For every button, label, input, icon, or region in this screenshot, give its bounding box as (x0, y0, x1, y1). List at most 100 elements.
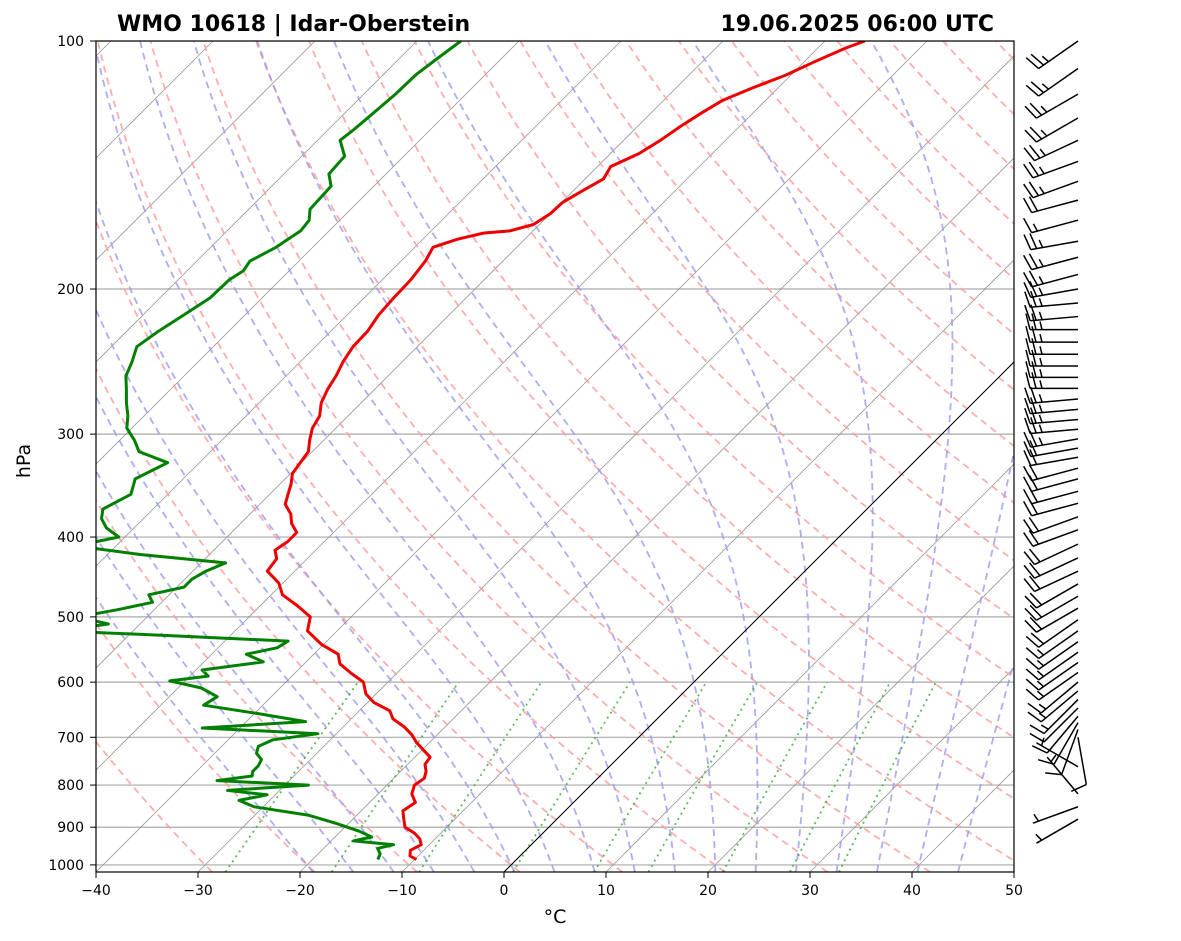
wind-barb-feather (1023, 450, 1032, 466)
wind-barb (1027, 681, 1079, 714)
wind-barb (1036, 737, 1079, 768)
wind-barb-feather (1029, 280, 1038, 297)
wind-barb (1035, 818, 1079, 844)
dry-adiabat-line (995, 41, 1014, 62)
wind-barb-feather (1029, 616, 1043, 630)
wind-barb-feather (1023, 163, 1034, 179)
dry-adiabat-line (783, 41, 1014, 280)
wind-barb-shaft (1030, 288, 1079, 299)
wind-barb-feather (1028, 253, 1039, 269)
wind-barb-feather (1025, 84, 1040, 97)
wind-barb-feather (1024, 619, 1037, 633)
moist-adiabat-line (256, 41, 676, 872)
wind-barb (1025, 671, 1079, 701)
wind-barb (1037, 722, 1079, 765)
wind-barb-half-feather (1040, 105, 1048, 113)
wind-barb (1022, 217, 1079, 234)
wind-barb-shaft (1038, 40, 1079, 70)
wind-barb-feather (1030, 632, 1045, 645)
moist-adiabat-line (333, 41, 717, 872)
wind-barb-feather (1025, 349, 1031, 367)
wind-barb-shaft (1036, 117, 1079, 143)
wind-barb-shaft (1031, 478, 1079, 493)
dry-adiabat-line (730, 41, 1014, 336)
dry-adiabat-line (466, 41, 1014, 620)
wind-barb-shaft (1036, 93, 1079, 119)
wind-barb-feather (1022, 254, 1033, 271)
wind-barb (1022, 253, 1079, 271)
wind-barb (1046, 754, 1079, 795)
wind-barb-shaft (1038, 630, 1079, 660)
wind-barb-feather (1029, 440, 1038, 456)
wind-barb-feather (1030, 304, 1037, 321)
wind-barb-feather (1028, 270, 1039, 286)
wind-barb (1025, 313, 1078, 331)
wind-barb-feather (1022, 217, 1033, 233)
wind-barb (1022, 196, 1079, 214)
wind-barb (1024, 117, 1079, 143)
wind-barb (1025, 372, 1078, 390)
wind-barb-feather (1031, 349, 1037, 367)
wind-barb (1024, 290, 1079, 308)
wind-barb-half-feather (1040, 724, 1049, 730)
wind-barb-shaft (1034, 570, 1079, 593)
isotherm-line (605, 463, 1014, 872)
wind-barb-shaft (1031, 199, 1079, 214)
wind-barb-feather (1029, 233, 1038, 249)
wind-barb (1031, 715, 1079, 754)
wind-barb (1029, 699, 1079, 735)
wind-barb (1023, 570, 1079, 593)
wind-barb-shaft (1036, 595, 1079, 621)
moist-adiabat-line (870, 41, 954, 872)
y-tick-label: 600 (57, 675, 84, 691)
x-tick-label: 0 (500, 883, 509, 899)
wind-barb-feather (1028, 181, 1040, 197)
wind-barb-shaft (1032, 180, 1079, 199)
wind-barb-shaft (1038, 641, 1079, 670)
wind-barb-feather (1029, 724, 1045, 735)
wind-barb-feather (1037, 758, 1055, 765)
mixing-ratio-line (593, 681, 708, 872)
wind-barb-feather (1025, 635, 1040, 648)
wind-barb-feather (1029, 732, 1045, 743)
wind-barb-half-feather (1036, 680, 1045, 688)
moist-adiabat-line (692, 41, 874, 872)
isotherm-line (96, 41, 418, 363)
wind-barb (1023, 529, 1079, 547)
wind-barb-half-feather (1038, 424, 1043, 433)
y-axis: 100 200 300 400 500 600 700 800 900 1000 (48, 34, 96, 874)
y-tick-label: 100 (57, 34, 84, 50)
wind-barb-feather (1030, 386, 1037, 403)
wind-barb-feather (1028, 196, 1039, 212)
wind-barb-shaft (1030, 302, 1079, 308)
wind-barb (1023, 557, 1079, 579)
mixing-ratio-line (418, 681, 543, 872)
y-tick-label: 1000 (48, 858, 84, 874)
x-axis: −40 −30 −20 −10 0 10 20 30 40 50 (81, 872, 1023, 899)
wind-barb-feather (1029, 430, 1038, 447)
wind-barb-shaft (1030, 315, 1079, 322)
wind-barb-feather (1030, 397, 1037, 414)
wind-barb-half-feather (1038, 712, 1047, 719)
dry-adiabat-line (1102, 41, 1181, 872)
wind-barb-feather (1024, 417, 1031, 434)
wind-barb-feather (1025, 688, 1040, 701)
wind-barb-shaft (1032, 516, 1079, 534)
wind-barb-feather (1030, 407, 1037, 424)
wind-barb (1024, 304, 1079, 322)
wind-barb (1025, 651, 1079, 681)
wind-barb-feather (1023, 551, 1036, 565)
wind-barb-feather (1023, 431, 1032, 448)
wind-barb-shaft (1032, 529, 1079, 547)
wind-barb-half-feather (1039, 148, 1046, 157)
wind-barb-feather (1025, 657, 1040, 670)
wind-barb-half-feather (1039, 380, 1043, 389)
wind-barb (1032, 806, 1079, 824)
wind-barb-half-feather (1033, 813, 1040, 822)
wind-barb-feather (1030, 53, 1045, 66)
isobar-grid (96, 41, 1014, 866)
mixing-ratio-lines (224, 681, 937, 872)
wind-barb-feather (1028, 487, 1039, 503)
x-tick-label: −30 (183, 883, 213, 899)
